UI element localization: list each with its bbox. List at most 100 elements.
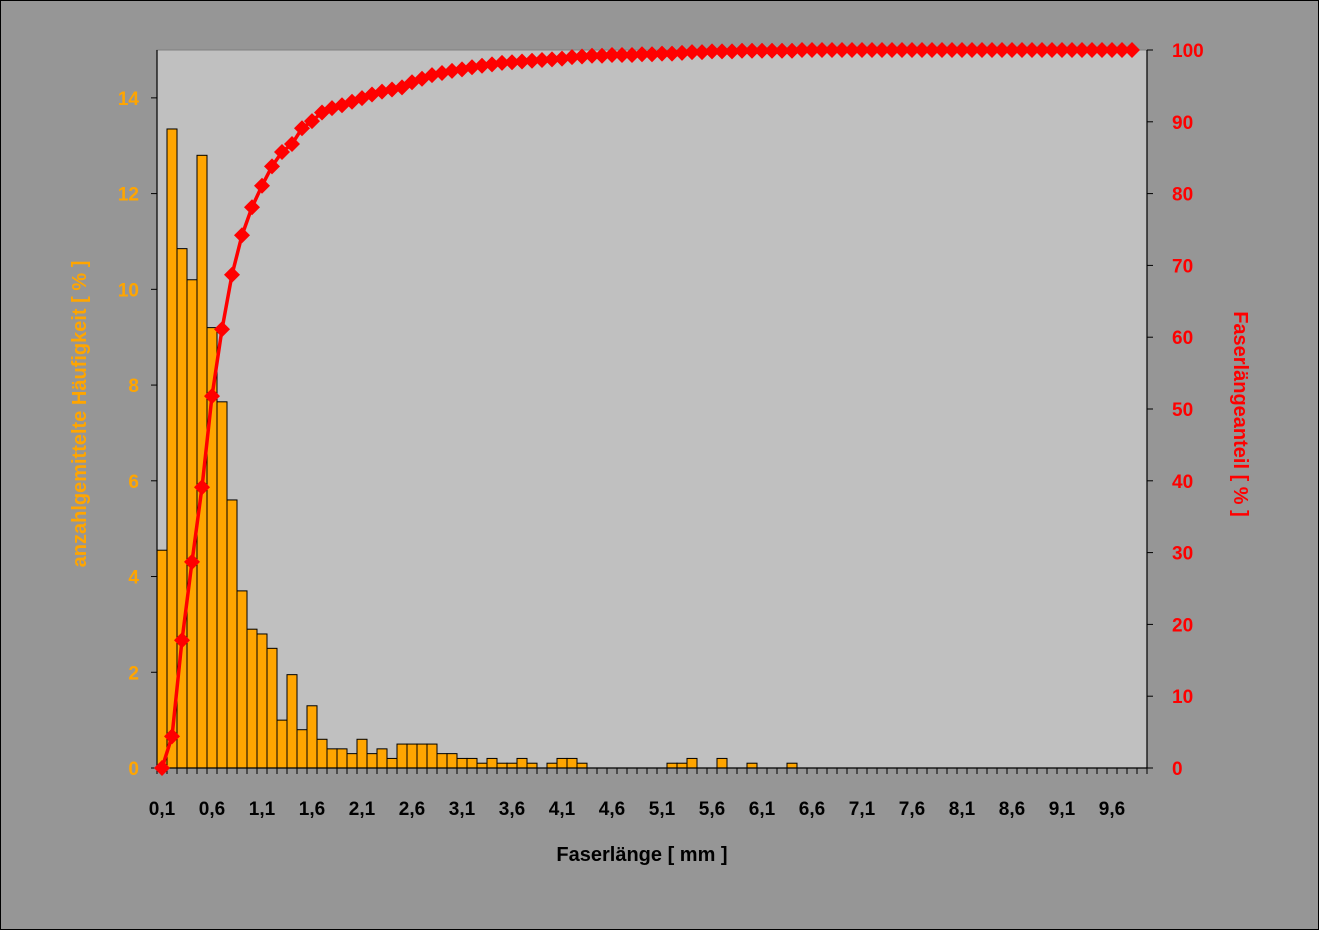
bar bbox=[226, 499, 238, 769]
line-point bbox=[834, 42, 850, 58]
plot-area bbox=[156, 49, 1148, 769]
line-point bbox=[1114, 42, 1130, 58]
right-y-tick-label: 0 bbox=[1172, 759, 1183, 780]
line-point bbox=[184, 553, 200, 570]
line-point bbox=[684, 44, 700, 61]
line-point bbox=[174, 632, 190, 649]
bar bbox=[506, 762, 518, 769]
bar bbox=[546, 762, 558, 769]
bar bbox=[246, 628, 258, 769]
right-y-tick-label: 90 bbox=[1172, 113, 1193, 134]
line-point bbox=[214, 321, 230, 338]
left-y-tick-label: 14 bbox=[118, 89, 140, 110]
bar bbox=[476, 762, 488, 769]
line-point bbox=[574, 48, 590, 65]
line-point bbox=[304, 113, 320, 130]
x-axis-title: Faserlänge [ mm ] bbox=[556, 844, 727, 866]
right-y-tick-label: 60 bbox=[1172, 328, 1193, 349]
line-point bbox=[464, 59, 480, 76]
line-point bbox=[234, 227, 250, 244]
line-point bbox=[204, 388, 220, 405]
x-tick-label: 2,1 bbox=[349, 799, 376, 820]
line-point bbox=[654, 45, 670, 62]
bar bbox=[496, 762, 508, 769]
line-point bbox=[934, 42, 950, 58]
right-y-tick-label: 10 bbox=[1172, 687, 1193, 708]
line-point bbox=[954, 42, 970, 58]
line-point bbox=[1104, 42, 1120, 58]
x-tick-label: 6,6 bbox=[799, 799, 825, 820]
line-point bbox=[784, 42, 800, 59]
bar bbox=[406, 743, 418, 769]
right-y-tick-label: 70 bbox=[1172, 256, 1193, 277]
line-point bbox=[1024, 42, 1040, 58]
line-point bbox=[944, 42, 960, 58]
line-point bbox=[254, 177, 270, 194]
line-point bbox=[764, 42, 780, 59]
bar bbox=[376, 748, 388, 769]
line-point bbox=[814, 42, 830, 58]
line-point bbox=[984, 42, 1000, 58]
line-point bbox=[704, 43, 720, 60]
line-point bbox=[894, 42, 910, 58]
x-axis-ticks bbox=[156, 768, 1148, 774]
line-point bbox=[634, 46, 650, 63]
line-point bbox=[824, 42, 840, 58]
right-y-tick-label: 100 bbox=[1172, 41, 1204, 62]
bar bbox=[466, 757, 478, 769]
line-point bbox=[594, 47, 610, 64]
line-point bbox=[694, 44, 710, 61]
x-tick-label: 7,6 bbox=[899, 799, 925, 820]
line-point bbox=[1074, 42, 1090, 58]
bar bbox=[366, 753, 378, 769]
line-point bbox=[264, 158, 280, 175]
x-tick-label: 8,1 bbox=[949, 799, 976, 820]
bar bbox=[456, 757, 468, 769]
left-axis-title: anzahlgemittelte Häufigkeit [ % ] bbox=[69, 261, 91, 568]
line-point bbox=[754, 42, 770, 59]
line-point bbox=[774, 42, 790, 59]
left-y-tick-label: 4 bbox=[128, 568, 139, 589]
bar bbox=[286, 674, 298, 769]
line-point bbox=[874, 42, 890, 58]
line-point bbox=[734, 42, 750, 59]
line-point bbox=[524, 52, 540, 69]
bar bbox=[556, 757, 568, 769]
line-point bbox=[904, 42, 920, 58]
x-tick-label: 5,1 bbox=[649, 799, 676, 820]
line-point bbox=[494, 54, 510, 71]
line-point bbox=[564, 49, 580, 66]
x-tick-label: 6,1 bbox=[749, 799, 776, 820]
line-series bbox=[154, 42, 1140, 776]
bar bbox=[276, 719, 288, 769]
line-point bbox=[284, 136, 300, 153]
line-point bbox=[164, 728, 180, 745]
line-point bbox=[664, 45, 680, 62]
line-point bbox=[614, 47, 630, 64]
x-tick-label: 3,1 bbox=[449, 799, 476, 820]
x-tick-label: 7,1 bbox=[849, 799, 876, 820]
left-y-tick-label: 12 bbox=[118, 185, 139, 206]
line-point bbox=[544, 51, 560, 68]
left-y-tick-label: 8 bbox=[128, 376, 139, 397]
bar bbox=[266, 647, 278, 769]
bar bbox=[486, 757, 498, 769]
x-tick-label: 9,1 bbox=[1049, 799, 1076, 820]
x-tick-label: 0,6 bbox=[199, 799, 225, 820]
line-point bbox=[854, 42, 870, 58]
line-point bbox=[484, 56, 500, 73]
line-point bbox=[884, 42, 900, 58]
x-tick-label: 4,6 bbox=[599, 799, 625, 820]
line-point bbox=[964, 42, 980, 58]
bar bbox=[666, 762, 678, 769]
x-tick-label: 8,6 bbox=[999, 799, 1025, 820]
line-point bbox=[1034, 42, 1050, 58]
line-point bbox=[604, 47, 620, 64]
bar bbox=[396, 743, 408, 769]
line-point bbox=[624, 47, 640, 64]
line-point bbox=[534, 52, 550, 69]
line-point bbox=[974, 42, 990, 58]
left-y-tick-label: 10 bbox=[118, 280, 139, 301]
line-point bbox=[554, 50, 570, 67]
line-point bbox=[514, 53, 530, 70]
